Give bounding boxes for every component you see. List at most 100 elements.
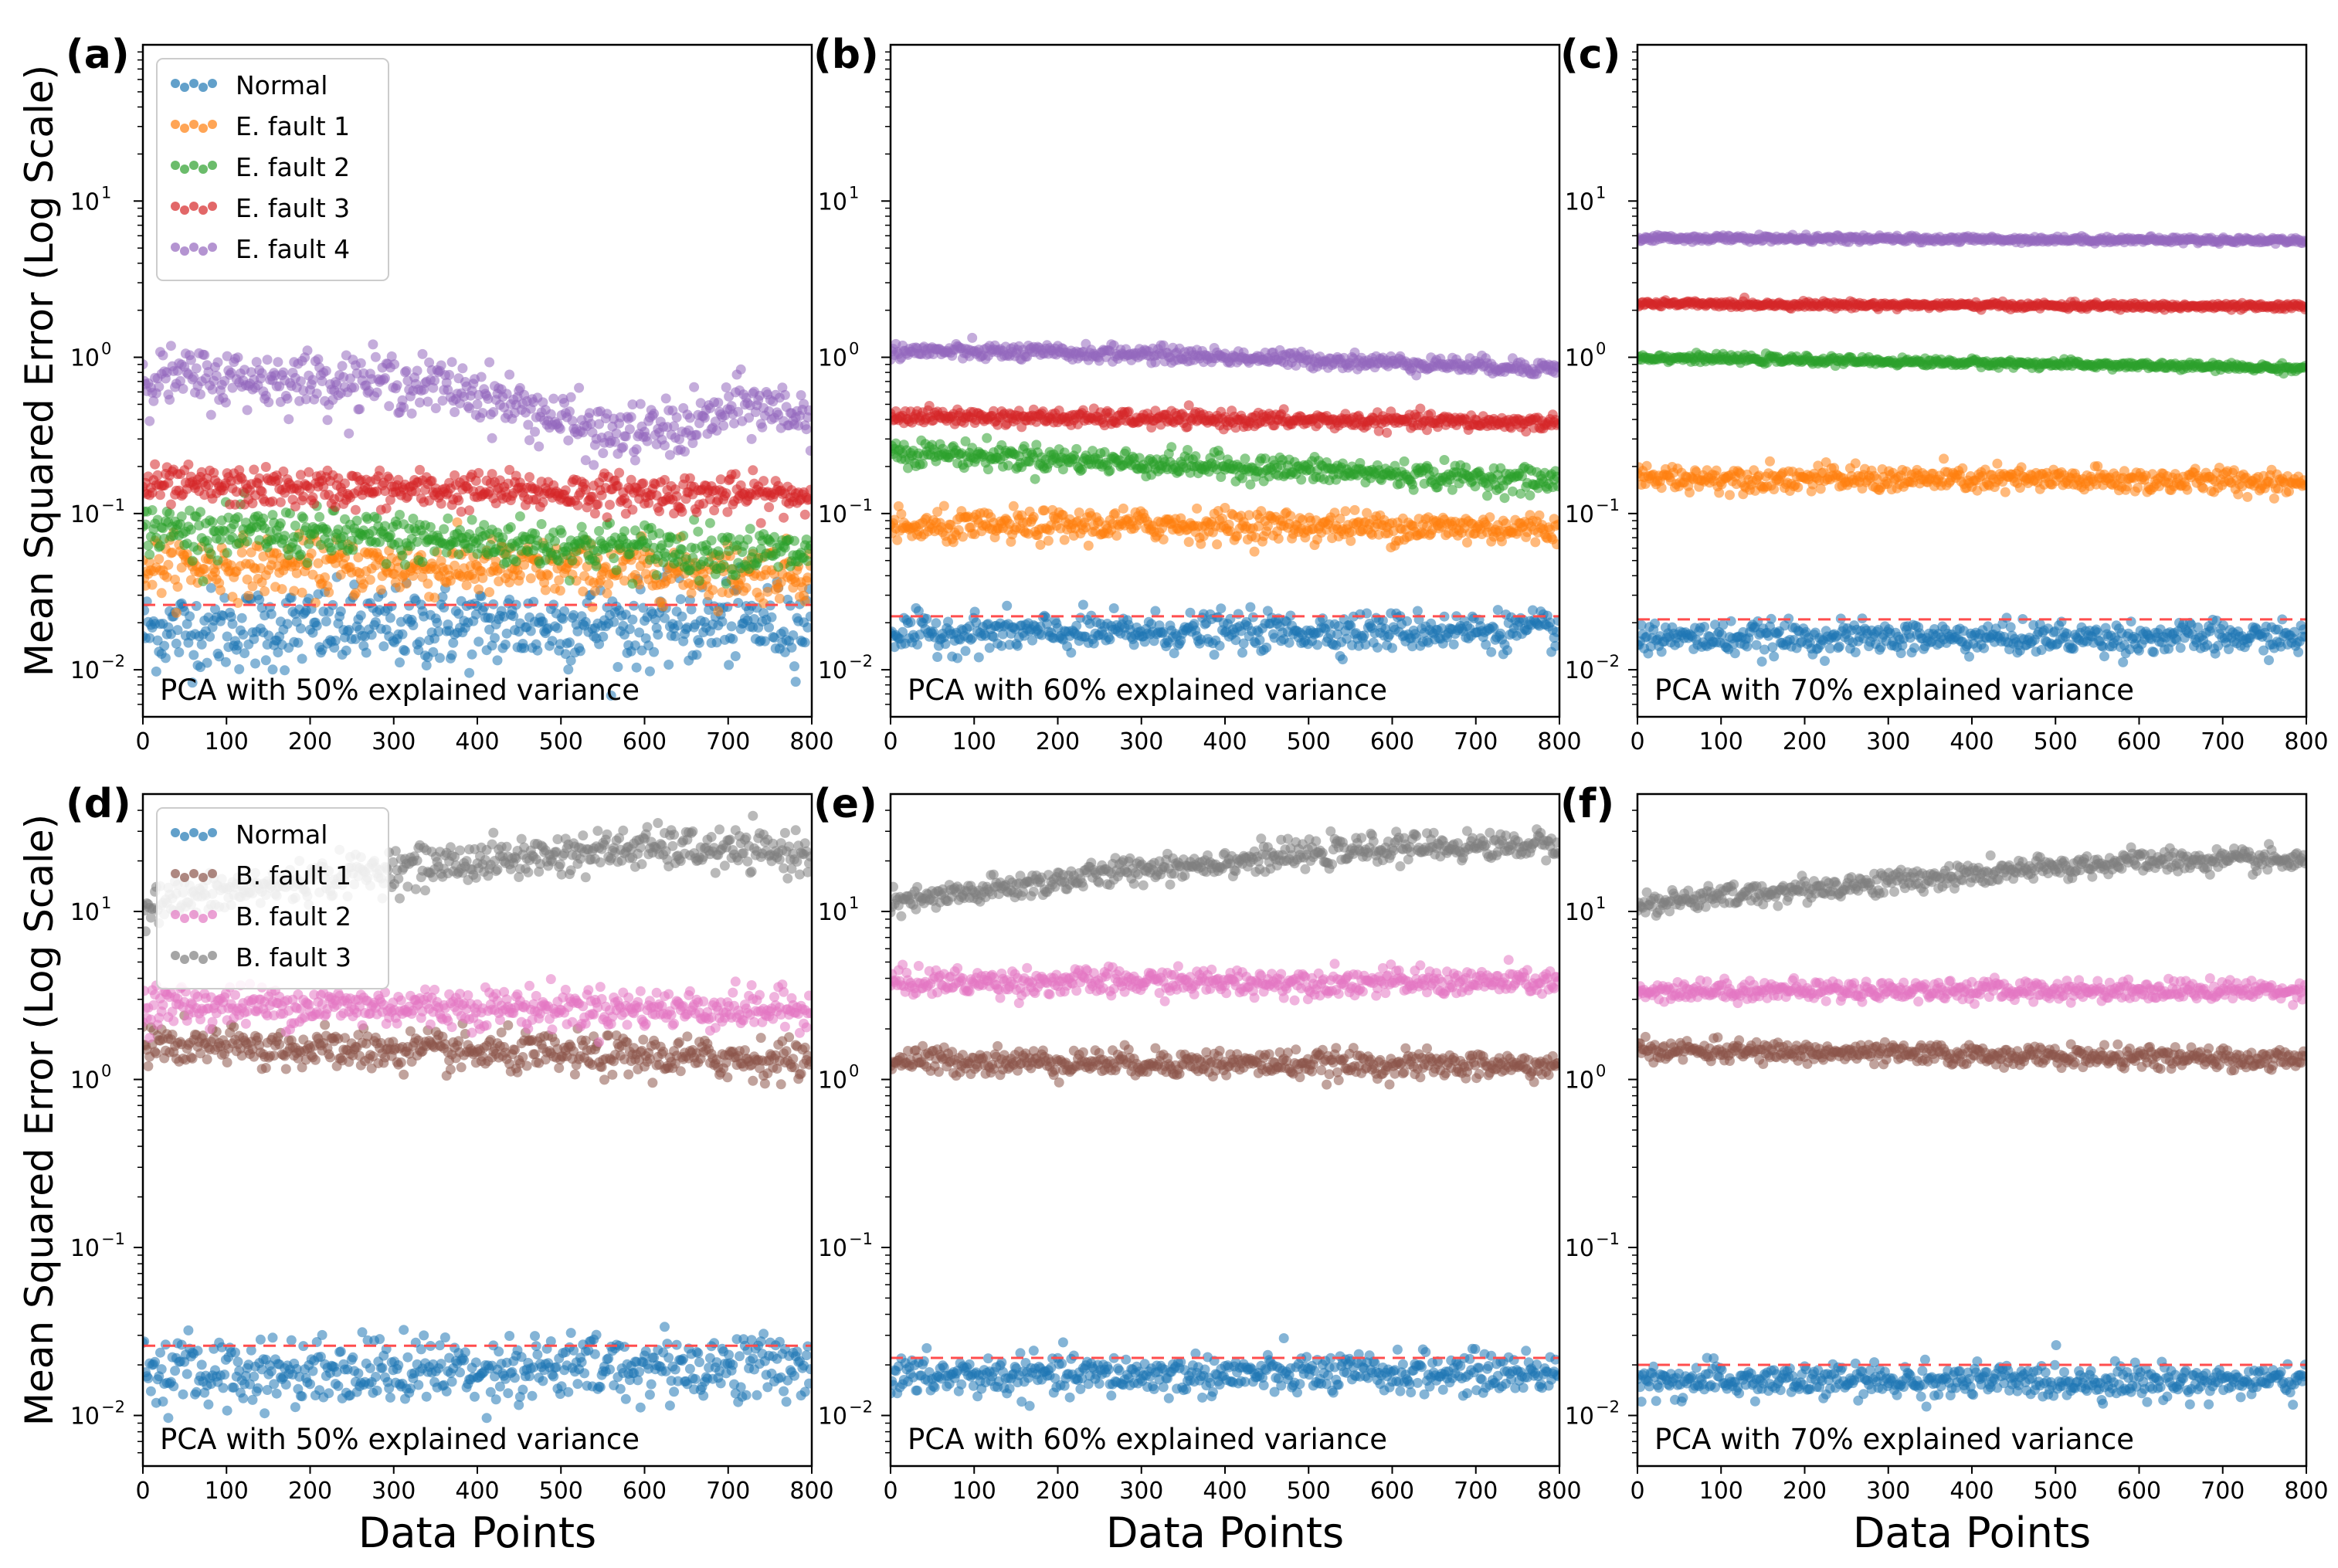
- data-point: [439, 524, 450, 535]
- data-point: [1158, 626, 1169, 637]
- data-point: [1169, 648, 1179, 659]
- data-point: [1285, 511, 1296, 521]
- data-point: [585, 408, 595, 419]
- data-point: [400, 559, 410, 570]
- data-point: [295, 549, 306, 560]
- data-point: [629, 455, 640, 466]
- series-e-fault-1: [891, 501, 1559, 557]
- data-point: [385, 613, 395, 623]
- data-point: [945, 520, 956, 530]
- y-tick-label: 10: [70, 657, 100, 684]
- data-point: [779, 626, 789, 637]
- x-tick-label: 600: [623, 728, 667, 755]
- data-point: [429, 375, 440, 386]
- data-point: [172, 582, 183, 592]
- data-point: [642, 436, 653, 446]
- data-point: [932, 507, 943, 518]
- data-point: [589, 508, 600, 519]
- data-point: [631, 662, 642, 673]
- data-point: [578, 586, 589, 597]
- data-point: [1118, 503, 1128, 514]
- data-point: [1232, 531, 1243, 541]
- data-point: [290, 501, 300, 512]
- data-point: [421, 660, 432, 670]
- data-point: [1196, 538, 1206, 549]
- data-point: [446, 357, 457, 368]
- y-tick-label: 10: [70, 188, 100, 216]
- data-point: [236, 547, 247, 558]
- data-point: [256, 368, 267, 378]
- data-point: [803, 555, 812, 566]
- data-point: [591, 561, 602, 572]
- data-point: [726, 401, 737, 412]
- data-point: [211, 371, 222, 381]
- data-point: [801, 424, 812, 435]
- data-point: [275, 497, 286, 507]
- legend-marker: [208, 120, 217, 129]
- data-point: [401, 365, 412, 376]
- data-point: [250, 658, 260, 669]
- data-point: [147, 487, 158, 498]
- series-e-fault-4: [891, 332, 1559, 381]
- data-point: [912, 639, 923, 650]
- xlabel-e: Data Points: [1106, 1509, 1344, 1557]
- legend-marker: [189, 161, 199, 170]
- y-tick-label: 10: [70, 501, 100, 528]
- data-point: [654, 506, 665, 517]
- data-point: [174, 647, 185, 657]
- data-point: [232, 512, 243, 523]
- data-point: [1105, 465, 1115, 476]
- legend-marker: [189, 120, 199, 129]
- data-point: [455, 524, 465, 535]
- data-point: [285, 508, 295, 519]
- data-point: [470, 476, 481, 486]
- data-point: [574, 382, 585, 393]
- data-point: [635, 399, 646, 409]
- data-point: [220, 657, 231, 667]
- data-point: [212, 357, 223, 368]
- data-point: [757, 422, 768, 433]
- data-point: [350, 504, 361, 515]
- data-point: [453, 609, 464, 619]
- data-point: [1002, 600, 1013, 611]
- data-point: [1447, 484, 1457, 495]
- data-point: [160, 653, 171, 664]
- data-point: [1121, 446, 1132, 456]
- data-point: [525, 573, 536, 584]
- data-point: [185, 524, 196, 535]
- data-point: [171, 607, 182, 618]
- data-point: [487, 469, 497, 480]
- data-point: [658, 601, 669, 612]
- data-point: [514, 511, 525, 521]
- data-point: [892, 535, 903, 545]
- data-point: [1552, 626, 1559, 637]
- data-point: [477, 572, 488, 583]
- row1-ylabel: Mean Squared Error (Log Scale): [17, 65, 62, 677]
- data-point: [1237, 473, 1247, 484]
- data-point: [397, 550, 408, 561]
- y-tick-exponent: 1: [101, 183, 111, 202]
- data-point: [326, 545, 337, 556]
- data-point: [254, 473, 265, 484]
- data-point: [372, 513, 382, 524]
- data-point: [501, 628, 512, 639]
- data-point: [178, 383, 188, 394]
- data-point: [960, 646, 971, 657]
- data-point: [205, 631, 215, 642]
- data-point: [563, 664, 574, 675]
- data-point: [165, 341, 176, 351]
- data-point: [1256, 506, 1267, 517]
- data-point: [631, 444, 642, 455]
- data-point: [530, 426, 540, 437]
- data-point: [366, 630, 377, 640]
- data-point: [805, 484, 812, 495]
- data-point: [504, 369, 515, 380]
- data-point: [649, 647, 660, 657]
- data-point: [378, 641, 389, 652]
- data-point: [144, 549, 155, 560]
- data-point: [1253, 521, 1264, 531]
- data-point: [660, 613, 670, 623]
- data-point: [437, 592, 448, 602]
